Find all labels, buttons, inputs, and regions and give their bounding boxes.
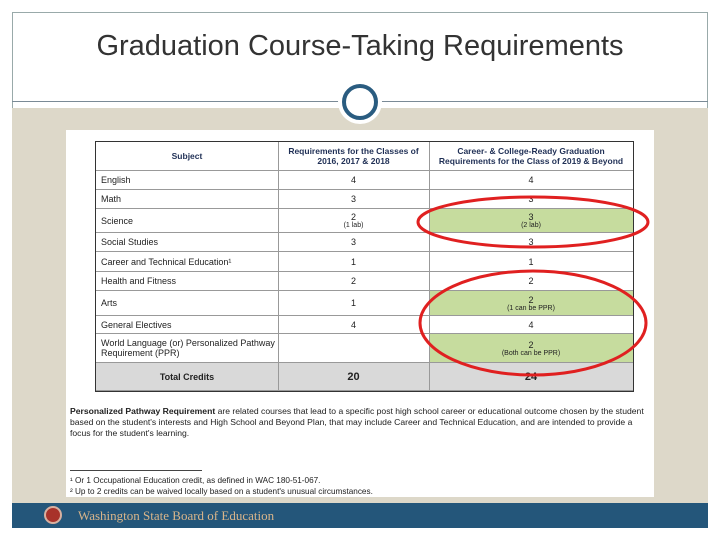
value-cell: 1 — [278, 252, 429, 272]
column-rule — [278, 142, 279, 391]
highlight-ellipse — [416, 195, 650, 249]
value-cell: 3 — [429, 233, 633, 252]
subject-text: General Electives — [101, 319, 172, 330]
cell-value: 3 — [528, 194, 534, 204]
circle-ornament — [342, 84, 378, 120]
header-text: Requirements for the Classes of 2016, 20… — [288, 146, 419, 166]
value-cell: 4 — [429, 316, 633, 334]
column-rule — [429, 142, 430, 391]
subject-text: World Language (or) Personalized Pathway… — [101, 338, 275, 358]
subject-cell: Career and Technical Education¹ — [96, 252, 278, 272]
cell-value: 4 — [528, 175, 534, 185]
cell-value: 1 — [528, 256, 534, 267]
subject-text: Career and Technical Education¹ — [101, 256, 232, 267]
header-cell: Career- & College-Ready Graduation Requi… — [429, 142, 633, 171]
cell-value: 2 — [528, 294, 534, 305]
header-text: Career- & College-Ready Graduation Requi… — [438, 146, 624, 166]
footer-text: Washington State Board of Education — [78, 508, 275, 523]
cell-note: (1 can be PPR) — [507, 304, 555, 312]
subject-text: English — [101, 175, 131, 185]
cell-note: (Both can be PPR) — [501, 349, 561, 357]
subject-cell: Social Studies — [96, 233, 278, 252]
value-cell: 4 — [278, 316, 429, 334]
cell-value: 1 — [350, 298, 356, 308]
subject-cell: General Electives — [96, 316, 278, 334]
value-cell: 2 (1 lab) — [278, 209, 429, 233]
header-cell: Subject — [96, 142, 278, 171]
cell-note: (2 lab) — [521, 222, 541, 229]
value-cell: 2 (Both can be PPR) — [429, 334, 633, 363]
cell-value: 3 — [350, 237, 356, 247]
total-label-cell: Total Credits — [96, 363, 278, 391]
footnote: ² Up to 2 credits can be waived locally … — [70, 487, 373, 496]
cell-value: 4 — [350, 175, 356, 185]
definition: Personalized Pathway Requirement are rel… — [70, 406, 650, 439]
value-cell — [278, 334, 429, 363]
value-cell: 4 — [429, 171, 633, 190]
value-cell: 4 — [278, 171, 429, 190]
value-cell: 3 — [278, 233, 429, 252]
footer-bar — [12, 503, 708, 528]
subject-text: Social Studies — [101, 237, 159, 247]
subject-text: Arts — [101, 298, 118, 308]
value-cell: 2 — [278, 272, 429, 291]
cell-value: 2 — [350, 212, 356, 222]
subject-text: Math — [101, 194, 122, 204]
value-cell: 2 — [429, 272, 633, 291]
subject-cell: English — [96, 171, 278, 190]
cell-note: (1 lab) — [343, 222, 364, 229]
footnote-rule — [70, 470, 202, 471]
cell-value: 3 — [528, 237, 534, 247]
cell-value: 4 — [350, 319, 356, 330]
cell-value: 3 — [528, 212, 534, 222]
total-value: 20 — [347, 370, 360, 383]
subject-cell: World Language (or) Personalized Pathway… — [96, 334, 278, 363]
subject-text: Science — [101, 215, 134, 226]
cell-value: 1 — [350, 256, 356, 267]
subject-text: Health and Fitness — [101, 276, 177, 286]
subject-cell: Arts — [96, 291, 278, 316]
definition-text: are related courses that lead to a speci… — [70, 406, 644, 438]
logo — [44, 506, 62, 524]
cell-value: 2 — [528, 339, 534, 350]
definition-term: Personalized Pathway Requirement — [70, 406, 216, 416]
cell-value: 2 — [350, 276, 356, 286]
footnote: ¹ Or 1 Occupational Education credit, as… — [70, 476, 321, 485]
cell-value: 2 — [528, 276, 534, 286]
header-text: Subject — [171, 151, 203, 161]
requirements-table: Subject Requirements for the Classes of 2… — [95, 141, 634, 392]
total-cell: 20 — [278, 363, 429, 391]
value-cell: 3 — [278, 190, 429, 209]
frame-top — [12, 12, 708, 13]
value-cell: 1 — [278, 291, 429, 316]
highlight-ellipse — [418, 269, 648, 377]
cell-value: 3 — [350, 194, 356, 204]
subject-cell: Health and Fitness — [96, 272, 278, 291]
total-label: Total Credits — [159, 371, 215, 382]
value-cell: 3 (2 lab) — [429, 209, 633, 233]
slide-title: Graduation Course-Taking Requirements — [96, 30, 624, 62]
subject-cell: Science — [96, 209, 278, 233]
header-cell: Requirements for the Classes of 2016, 20… — [278, 142, 429, 171]
cell-value: 4 — [528, 319, 534, 330]
value-cell: 3 — [429, 190, 633, 209]
subject-cell: Math — [96, 190, 278, 209]
total-cell: 24 — [429, 363, 633, 391]
value-cell: 2 (1 can be PPR) — [429, 291, 633, 316]
